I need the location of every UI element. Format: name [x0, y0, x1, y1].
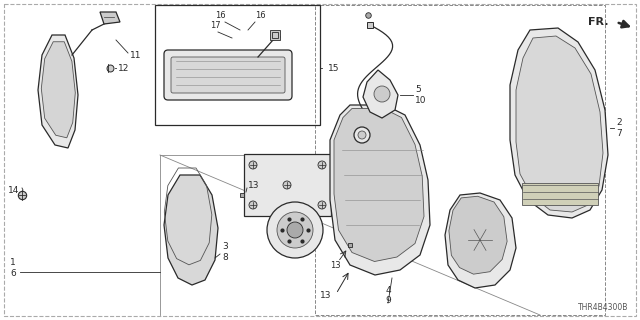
- Circle shape: [287, 222, 303, 238]
- Circle shape: [267, 202, 323, 258]
- Bar: [522, 183, 598, 205]
- Text: 13: 13: [330, 260, 340, 269]
- Polygon shape: [363, 70, 398, 118]
- Circle shape: [318, 201, 326, 209]
- Polygon shape: [272, 32, 278, 38]
- FancyBboxPatch shape: [171, 57, 285, 93]
- Circle shape: [354, 127, 370, 143]
- Circle shape: [374, 86, 390, 102]
- Text: FR.: FR.: [588, 17, 609, 27]
- Polygon shape: [270, 30, 280, 40]
- Polygon shape: [516, 36, 603, 212]
- Text: 16: 16: [255, 11, 266, 20]
- Polygon shape: [100, 12, 120, 24]
- Circle shape: [283, 181, 291, 189]
- Text: 17: 17: [210, 21, 220, 30]
- Text: 16: 16: [214, 11, 225, 20]
- Polygon shape: [38, 35, 78, 148]
- Bar: [155, 5, 320, 125]
- Text: 5
10: 5 10: [415, 85, 426, 105]
- Text: 15: 15: [328, 63, 339, 73]
- Text: 1
6: 1 6: [10, 258, 16, 278]
- Text: 4
9: 4 9: [385, 285, 391, 305]
- Circle shape: [249, 201, 257, 209]
- Text: THR4B4300B: THR4B4300B: [578, 303, 628, 312]
- Text: 13: 13: [248, 180, 259, 189]
- Polygon shape: [449, 196, 507, 274]
- Text: 12: 12: [118, 63, 129, 73]
- Circle shape: [318, 161, 326, 169]
- Polygon shape: [334, 108, 424, 261]
- FancyBboxPatch shape: [164, 50, 292, 100]
- Polygon shape: [330, 105, 430, 275]
- Circle shape: [277, 212, 313, 248]
- Text: 13: 13: [320, 291, 332, 300]
- Polygon shape: [445, 193, 516, 288]
- Text: 2
7: 2 7: [616, 118, 621, 138]
- Text: 11: 11: [130, 51, 141, 60]
- Circle shape: [249, 161, 257, 169]
- Circle shape: [358, 131, 366, 139]
- Polygon shape: [510, 28, 608, 218]
- Polygon shape: [42, 42, 76, 138]
- Polygon shape: [164, 175, 218, 285]
- Bar: [315, 5, 605, 315]
- Text: 14: 14: [8, 186, 19, 195]
- Text: 3
8: 3 8: [222, 242, 228, 262]
- FancyBboxPatch shape: [244, 154, 331, 216]
